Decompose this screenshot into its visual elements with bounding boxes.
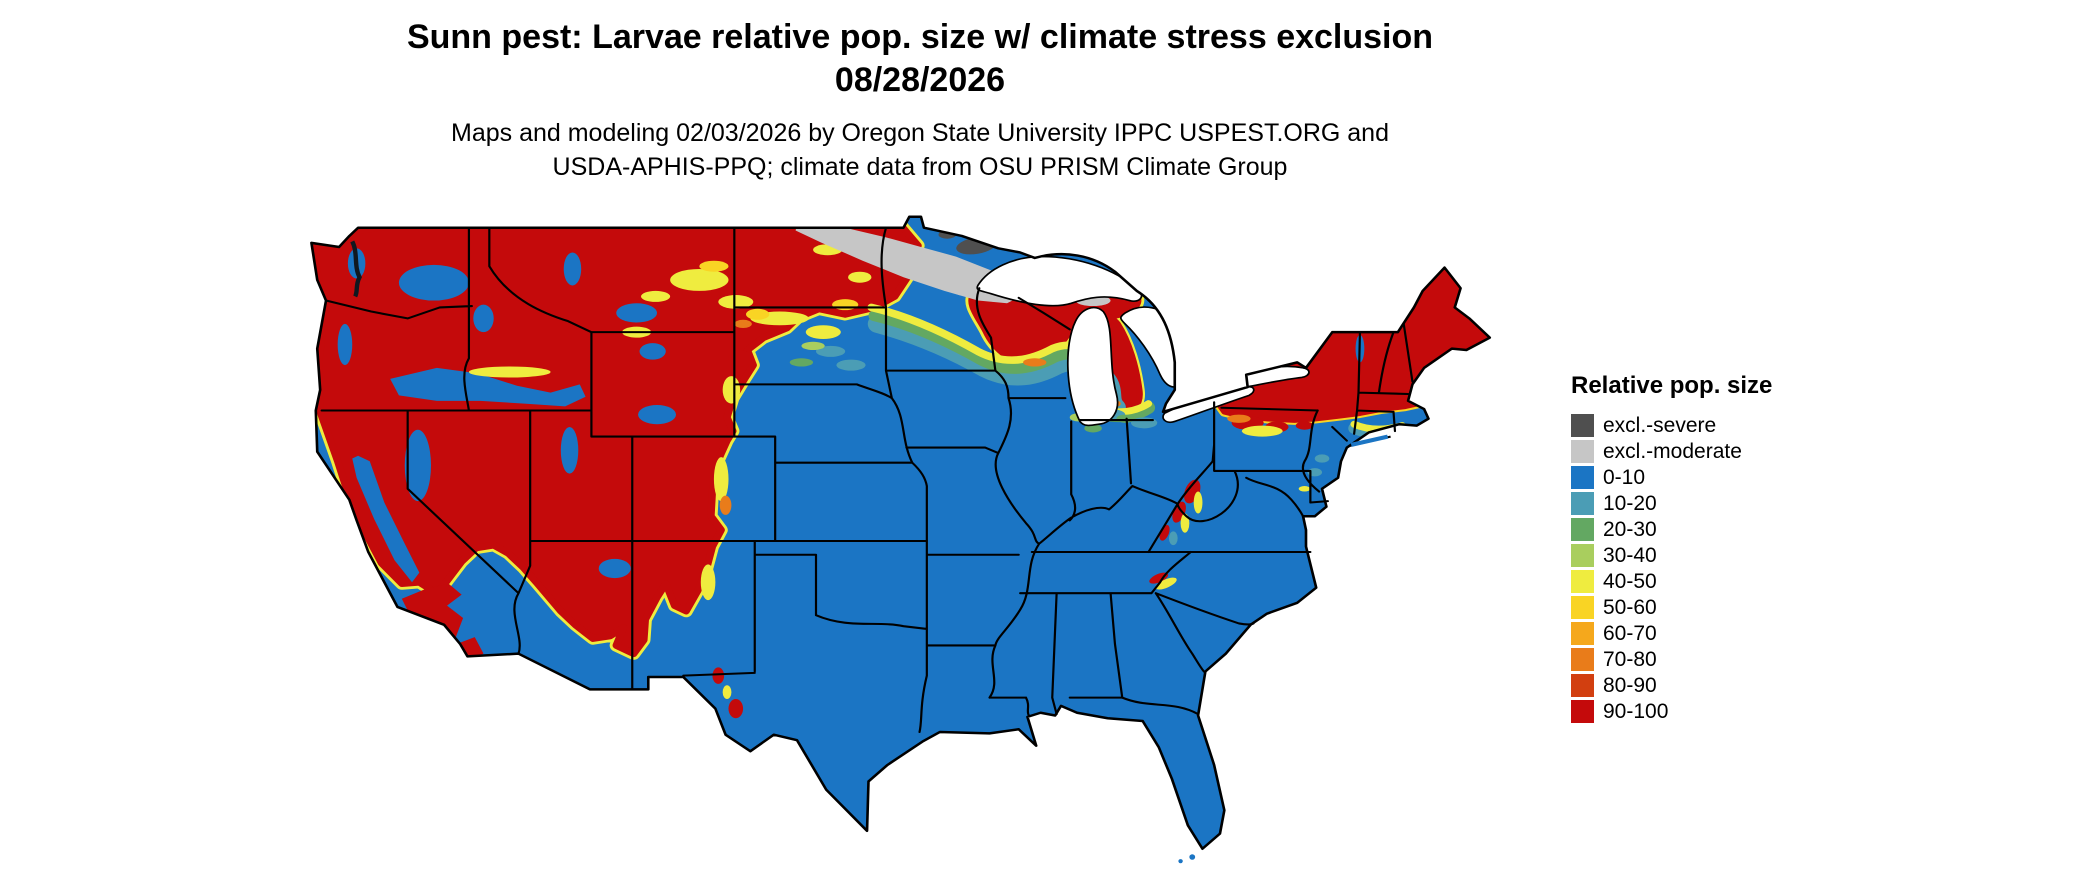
subtitle-line2: USDA-APHIS-PPQ; climate data from OSU PR… — [552, 153, 1288, 181]
page-title-line1: Sunn pest: Larvae relative pop. size w/ … — [406, 18, 1434, 56]
legend-swatch — [1571, 413, 1594, 437]
legend-item-label: 20-30 — [1603, 517, 1657, 541]
legend-swatch — [1571, 621, 1594, 645]
legend-item: 50-60 — [1571, 594, 1772, 620]
legend-item-label: 30-40 — [1603, 543, 1657, 567]
legend-item: excl.-severe — [1571, 412, 1772, 438]
legend-swatch — [1571, 699, 1594, 723]
legend-item: 10-20 — [1571, 490, 1772, 516]
map-fills — [311, 216, 1490, 849]
red-speck-island — [390, 616, 396, 623]
legend-item-label: 0-10 — [1603, 465, 1646, 489]
legend-item: 20-30 — [1571, 516, 1772, 542]
lake-michigan — [1066, 306, 1119, 427]
legend-item-label: 50-60 — [1603, 595, 1657, 619]
legend-item: excl.-moderate — [1571, 438, 1772, 464]
legend-item: 70-80 — [1571, 646, 1772, 672]
red-speck-wtx — [728, 699, 744, 719]
blue-holes — [337, 248, 1365, 583]
red-blackhills — [728, 350, 752, 367]
legend-title: Relative pop. size — [1571, 372, 1773, 399]
red-speck — [1295, 421, 1314, 430]
legend-swatch — [1571, 569, 1594, 593]
red-region-socal — [401, 583, 464, 638]
legend-swatch — [1571, 465, 1594, 489]
legend-item: 30-40 — [1571, 542, 1772, 568]
legend-swatch — [1571, 517, 1594, 541]
legend-swatch — [1571, 439, 1594, 463]
puget-sound — [350, 240, 362, 298]
legend-item: 0-10 — [1571, 464, 1772, 490]
red-region-northeast — [1215, 263, 1490, 423]
legend-item-label: 60-70 — [1603, 621, 1657, 645]
legend-swatch — [1571, 673, 1594, 697]
legend-item-label: excl.-moderate — [1603, 439, 1742, 463]
legend-item: 40-50 — [1571, 568, 1772, 594]
legend-item-label: 40-50 — [1603, 569, 1657, 593]
us-map — [291, 203, 1516, 868]
legend-item-label: excl.-severe — [1603, 413, 1717, 437]
red-speck — [1149, 572, 1169, 584]
page-title-line2: 08/28/2026 — [834, 61, 1006, 99]
conus-map-svg — [310, 215, 1492, 864]
long-island-fill — [1350, 434, 1389, 447]
legend-items: excl.-severe excl.-moderate 0-10 10-20 20-30… — [1571, 412, 1772, 724]
florida-keys — [1178, 859, 1183, 864]
map-subtitle: Maps and modeling 02/03/2026 by Oregon S… — [0, 116, 1840, 184]
legend-item: 80-90 — [1571, 672, 1772, 698]
legend-swatch — [1571, 491, 1594, 515]
red-speck-wtx — [712, 667, 725, 684]
legend-swatch — [1571, 543, 1594, 567]
national-outline — [310, 215, 1492, 851]
legend-swatch — [1571, 595, 1594, 619]
legend-swatch — [1571, 647, 1594, 671]
florida-keys — [1189, 854, 1196, 860]
legend-item-label: 90-100 — [1603, 699, 1669, 723]
map-title-block: Sunn pest: Larvae relative pop. size w/ … — [0, 16, 1840, 184]
legend-item: 60-70 — [1571, 620, 1772, 646]
legend-item-label: 80-90 — [1603, 673, 1657, 697]
legend: Relative pop. size excl.-severe excl.-mod… — [1571, 372, 1772, 724]
legend-item: 90-100 — [1571, 698, 1772, 724]
subtitle-line1: Maps and modeling 02/03/2026 by Oregon S… — [451, 119, 1389, 147]
legend-item-label: 70-80 — [1603, 647, 1657, 671]
red-speck-island — [378, 609, 385, 616]
state-borders — [320, 226, 1414, 734]
legend-item-label: 10-20 — [1603, 491, 1657, 515]
